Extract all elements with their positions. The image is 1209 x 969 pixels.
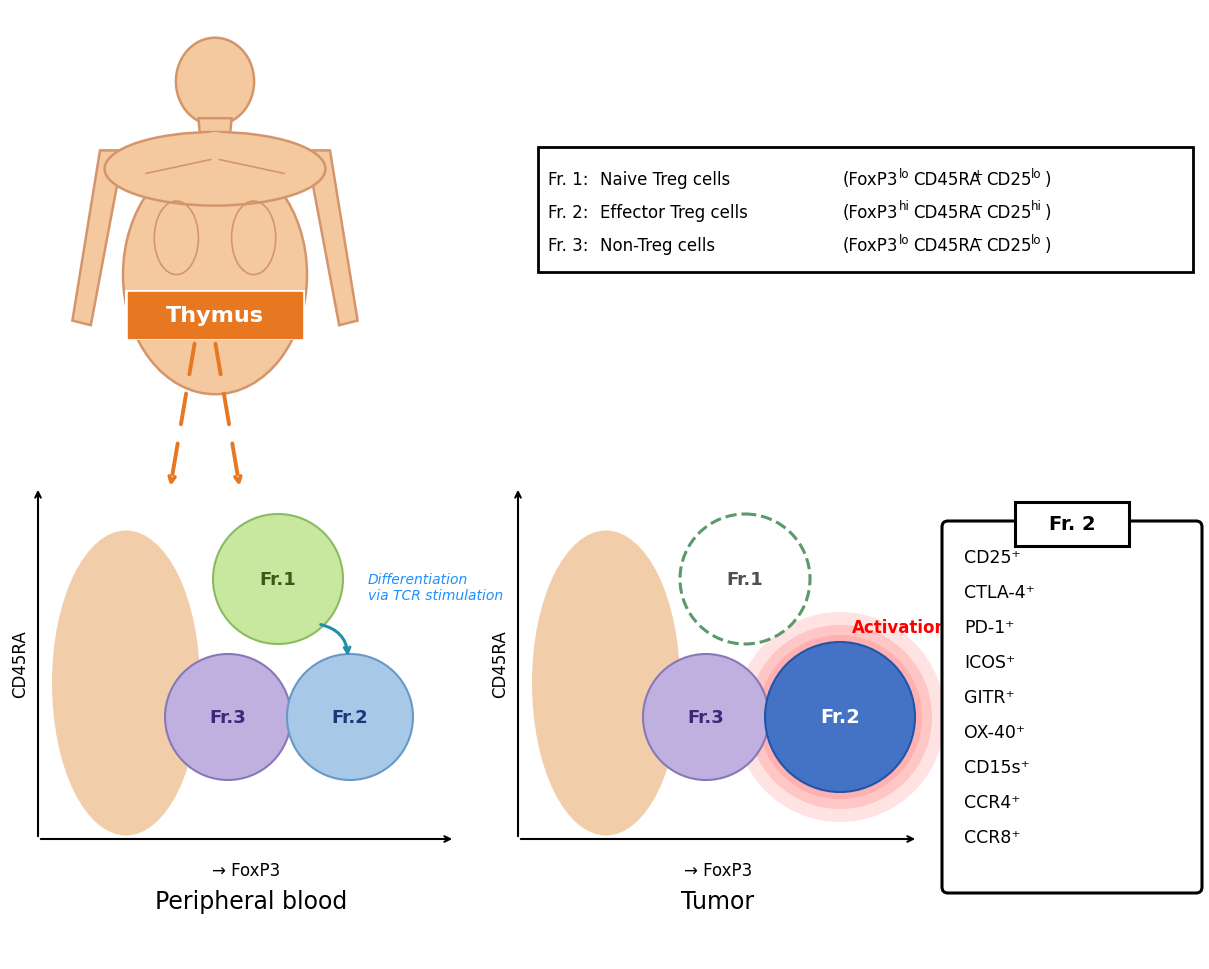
Ellipse shape	[748, 625, 932, 809]
Ellipse shape	[532, 531, 679, 835]
Text: lo: lo	[899, 168, 909, 180]
Text: CD45RA: CD45RA	[913, 236, 980, 255]
Text: CD45RA: CD45RA	[491, 630, 509, 697]
Text: Fr.3: Fr.3	[688, 708, 724, 726]
Ellipse shape	[192, 133, 238, 179]
Ellipse shape	[758, 636, 922, 799]
Text: Fr. 1:: Fr. 1:	[548, 171, 589, 189]
Text: CD25: CD25	[987, 171, 1031, 189]
Ellipse shape	[52, 531, 199, 835]
Text: lo: lo	[899, 234, 909, 246]
Text: (FoxP3: (FoxP3	[843, 236, 898, 255]
Text: CD25: CD25	[987, 203, 1031, 222]
Text: CD45RA: CD45RA	[913, 171, 980, 189]
Text: GITR⁺: GITR⁺	[964, 688, 1014, 706]
Polygon shape	[312, 151, 358, 326]
Circle shape	[213, 515, 343, 644]
Ellipse shape	[175, 39, 254, 126]
Text: Naive Treg cells: Naive Treg cells	[600, 171, 730, 189]
Circle shape	[164, 654, 291, 780]
Text: −: −	[973, 234, 983, 246]
FancyBboxPatch shape	[125, 291, 305, 341]
Ellipse shape	[735, 612, 945, 822]
Text: CD15s⁺: CD15s⁺	[964, 758, 1030, 776]
Text: hi: hi	[1031, 201, 1042, 213]
FancyBboxPatch shape	[128, 293, 302, 338]
Text: Fr.2: Fr.2	[820, 707, 860, 727]
Circle shape	[287, 654, 413, 780]
Text: lo: lo	[1031, 168, 1041, 180]
Text: ICOS⁺: ICOS⁺	[964, 653, 1016, 672]
Text: Non-Treg cells: Non-Treg cells	[600, 236, 716, 255]
Text: ): )	[1045, 236, 1052, 255]
Text: Differentiation
via TCR stimulation: Differentiation via TCR stimulation	[368, 573, 503, 603]
Text: Fr. 2: Fr. 2	[1048, 515, 1095, 534]
FancyBboxPatch shape	[1016, 503, 1129, 547]
Text: → FoxP3: → FoxP3	[213, 861, 280, 879]
Text: Fr.1: Fr.1	[260, 571, 296, 588]
Text: PD-1⁺: PD-1⁺	[964, 618, 1014, 637]
FancyBboxPatch shape	[538, 148, 1193, 272]
Text: Fr. 3:: Fr. 3:	[548, 236, 589, 255]
Text: CD25⁺: CD25⁺	[964, 548, 1020, 567]
Text: Fr. 2:: Fr. 2:	[548, 203, 589, 222]
Text: CCR4⁺: CCR4⁺	[964, 794, 1020, 811]
Text: ): )	[1045, 203, 1052, 222]
Text: ): )	[1045, 171, 1052, 189]
Text: +: +	[973, 168, 984, 180]
Ellipse shape	[123, 156, 307, 394]
Text: Fr.1: Fr.1	[727, 571, 763, 588]
Text: CCR8⁺: CCR8⁺	[964, 828, 1020, 846]
Text: (FoxP3: (FoxP3	[843, 203, 898, 222]
Text: → FoxP3: → FoxP3	[684, 861, 752, 879]
Polygon shape	[198, 119, 232, 151]
Text: CD45RA: CD45RA	[913, 203, 980, 222]
Text: Effector Treg cells: Effector Treg cells	[600, 203, 748, 222]
Text: −: −	[973, 201, 983, 213]
Text: CD25: CD25	[987, 236, 1031, 255]
Text: (FoxP3: (FoxP3	[843, 171, 898, 189]
Text: lo: lo	[1031, 234, 1041, 246]
Text: Activation: Activation	[852, 618, 947, 637]
Circle shape	[679, 515, 810, 644]
Circle shape	[765, 642, 915, 793]
Text: CTLA-4⁺: CTLA-4⁺	[964, 583, 1035, 602]
Text: OX-40⁺: OX-40⁺	[964, 723, 1025, 741]
Text: Thymus: Thymus	[166, 305, 264, 326]
FancyBboxPatch shape	[942, 521, 1202, 893]
Polygon shape	[73, 151, 118, 326]
Text: Peripheral blood: Peripheral blood	[156, 890, 348, 913]
Ellipse shape	[105, 133, 325, 206]
Circle shape	[643, 654, 769, 780]
Text: hi: hi	[899, 201, 910, 213]
Text: CD45RA: CD45RA	[11, 630, 29, 697]
Text: Tumor: Tumor	[682, 890, 754, 913]
Text: Fr.2: Fr.2	[331, 708, 369, 726]
Text: Fr.3: Fr.3	[209, 708, 247, 726]
